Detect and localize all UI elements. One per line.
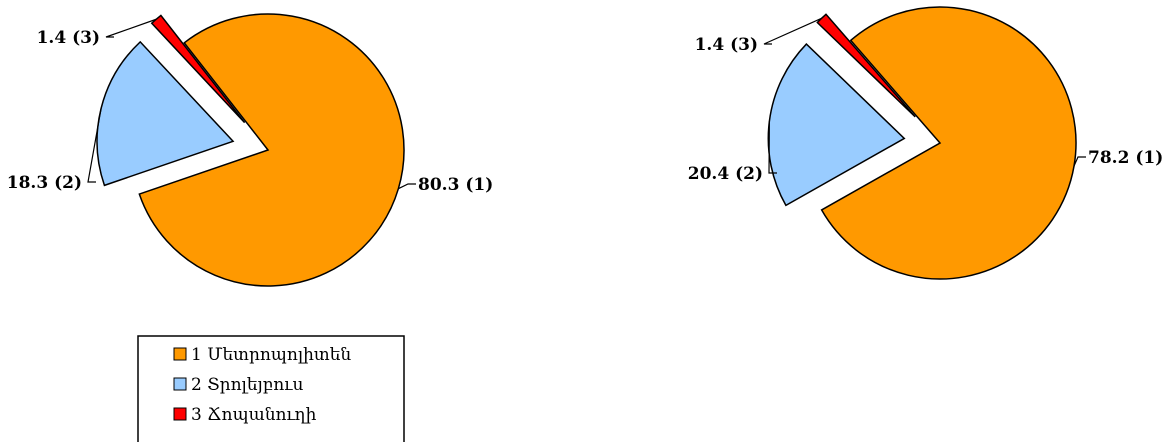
pie-chart-2: 78.2 (1) 20.4 (2) 1.4 (3) xyxy=(688,6,1163,280)
pie2-data-label-3: 1.4 (3) xyxy=(695,35,758,55)
pie2-slice-2 xyxy=(767,42,906,207)
pie1-leader-2 xyxy=(87,108,102,183)
pie2-data-label-2: 20.4 (2) xyxy=(688,164,763,184)
legend-label-1: 1 Մետրոպոլիտեն xyxy=(191,345,351,365)
pie2-data-label-1: 78.2 (1) xyxy=(1088,148,1163,168)
pie2-leader-2 xyxy=(768,121,777,174)
pie2-leader-3 xyxy=(763,17,822,45)
pie1-leader-1 xyxy=(398,183,416,190)
legend: 1 Մետրոպոլիտեն 2 Տրոլեյբուս 3 Ճոպանուղի xyxy=(137,335,405,442)
pie2-leader-1 xyxy=(1073,156,1086,167)
legend-label-2: 2 Տրոլեյբուս xyxy=(191,375,303,395)
pie1-slice-1 xyxy=(138,13,405,287)
legend-label-3: 3 Ճոպանուղի xyxy=(191,405,317,425)
legend-swatch-1 xyxy=(173,347,187,361)
pie1-data-label-3: 1.4 (3) xyxy=(37,28,100,48)
pie1-leader-3 xyxy=(105,18,157,38)
pie-chart-1: 80.3 (1) 18.3 (2) 1.4 (3) xyxy=(7,13,493,287)
legend-item-3: 3 Ճոպանուղի xyxy=(173,405,317,425)
legend-item-2: 2 Տրոլեյբուս xyxy=(173,375,303,395)
pie1-data-label-1: 80.3 (1) xyxy=(418,175,493,195)
pie1-data-label-2: 18.3 (2) xyxy=(7,173,82,193)
legend-item-1: 1 Մետրոպոլիտեն xyxy=(173,345,351,365)
legend-swatch-2 xyxy=(173,377,187,391)
legend-swatch-3 xyxy=(173,407,187,421)
pie2-slice-1 xyxy=(820,6,1077,280)
